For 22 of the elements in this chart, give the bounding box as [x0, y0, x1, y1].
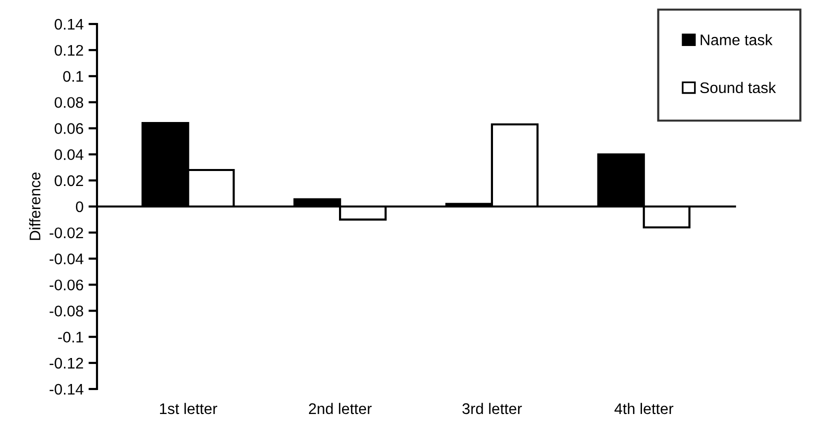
y-tick-label: -0.06: [50, 280, 84, 290]
x-tick-label: 3rd letter: [462, 402, 522, 414]
y-tick-label: 0.12: [54, 44, 84, 56]
x-tick-label: 4th letter: [614, 402, 674, 414]
y-tick-label: -0.04: [50, 254, 84, 264]
y-tick-label: -0.1: [58, 332, 84, 343]
y-tick-label: 0.08: [54, 97, 84, 108]
y-axis-title: Difference: [29, 172, 40, 240]
y-tick-label: 0.02: [54, 175, 84, 186]
y-tick-label: 0: [76, 201, 84, 212]
y-tick-label: 0.14: [54, 18, 84, 30]
legend-label: Sound task: [700, 82, 776, 94]
y-tick-label: -0.14: [50, 384, 84, 395]
y-tick-label: 0.1: [63, 71, 84, 82]
x-tick-label: 1st letter: [160, 402, 218, 414]
y-tick-label: -0.12: [50, 358, 84, 369]
y-tick-label: -0.08: [50, 306, 84, 316]
x-tick-label: 2nd letter: [308, 402, 372, 414]
y-tick-label: -0.02: [50, 227, 84, 238]
y-tick-label: 0.06: [54, 123, 84, 134]
legend-label: Name task: [700, 34, 773, 46]
y-tick-label: 0.04: [54, 149, 84, 160]
